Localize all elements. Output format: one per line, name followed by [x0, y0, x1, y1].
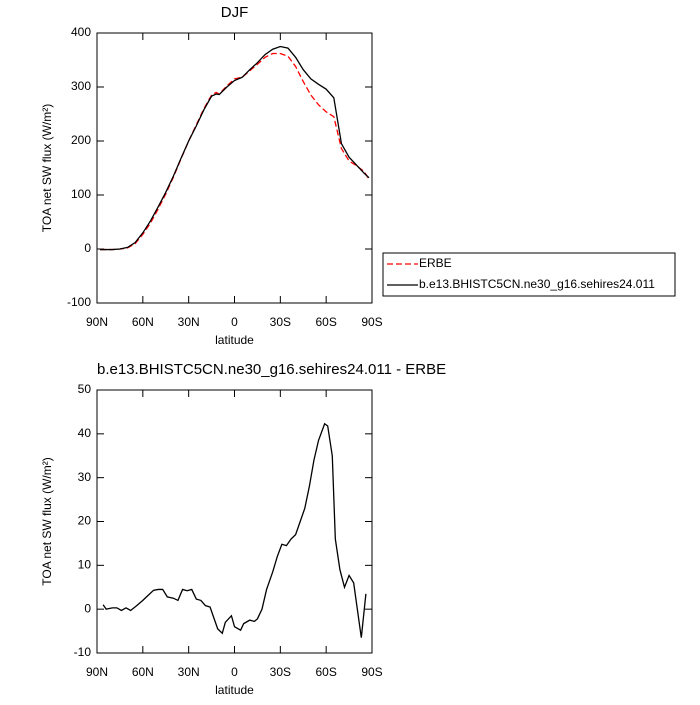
x-tick-label: 60S: [315, 315, 336, 329]
y-tick-label: 30: [78, 470, 92, 484]
y-tick-label: 300: [71, 79, 91, 93]
legend-box: [382, 252, 676, 297]
x-tick-label: 0: [231, 315, 238, 329]
x-tick-label: 30S: [270, 315, 291, 329]
x-tick-label: 90S: [361, 665, 382, 679]
x-tick-label: 60S: [315, 665, 336, 679]
y-tick-label: 10: [78, 558, 92, 572]
x-tick-label: 30S: [270, 665, 291, 679]
x-axis-label: latitude: [215, 333, 254, 347]
plot-frame: [96, 32, 373, 304]
legend-label: b.e13.BHISTC5CN.ne30_g16.sehires24.011: [419, 277, 655, 291]
y-axis-label: TOA net SW flux (W/m²): [40, 104, 54, 232]
y-tick-label: 0: [84, 241, 91, 255]
plot-frame: [96, 389, 373, 654]
series-line: [100, 45, 370, 251]
chart-title: DJF: [221, 4, 249, 21]
chart-title: b.e13.BHISTC5CN.ne30_g16.sehires24.011 -…: [97, 361, 446, 378]
y-tick-label: 40: [78, 426, 92, 440]
x-tick-label: 90N: [86, 665, 108, 679]
series-line: [100, 52, 370, 251]
y-tick-label: 200: [71, 133, 91, 147]
y-tick-label: 400: [71, 25, 91, 39]
x-tick-label: 90N: [86, 315, 108, 329]
y-axis-label: TOA net SW flux (W/m²): [40, 457, 54, 585]
legend-label: ERBE: [419, 256, 452, 270]
x-tick-label: 60N: [132, 315, 154, 329]
y-tick-label: 20: [78, 514, 92, 528]
x-tick-label: 30N: [178, 315, 200, 329]
y-tick-label: -10: [74, 645, 92, 659]
x-tick-label: 60N: [132, 665, 154, 679]
y-tick-label: 100: [71, 187, 91, 201]
x-tick-label: 0: [231, 665, 238, 679]
x-tick-label: 30N: [178, 665, 200, 679]
series-line: [102, 422, 367, 638]
x-axis-label: latitude: [215, 683, 254, 697]
y-tick-label: -100: [67, 295, 91, 309]
y-tick-label: 50: [78, 382, 92, 396]
x-tick-label: 90S: [361, 315, 382, 329]
y-tick-label: 0: [84, 601, 91, 615]
